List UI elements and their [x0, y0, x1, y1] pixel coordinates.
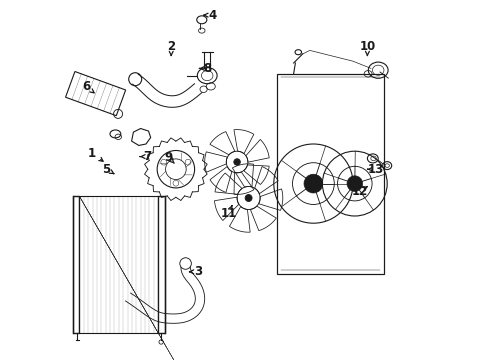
Bar	[277, 74, 384, 274]
Text: 6: 6	[82, 80, 90, 93]
Text: 1: 1	[88, 147, 96, 159]
Circle shape	[304, 174, 323, 193]
Text: 11: 11	[220, 207, 237, 220]
Text: 2: 2	[167, 40, 175, 53]
Circle shape	[245, 194, 252, 202]
Text: 10: 10	[359, 40, 375, 53]
Circle shape	[347, 176, 363, 192]
Bar	[73, 196, 79, 333]
Text: 5: 5	[102, 163, 111, 176]
Text: 4: 4	[208, 9, 217, 22]
Text: 3: 3	[194, 265, 202, 278]
Text: 12: 12	[352, 185, 368, 198]
Circle shape	[234, 159, 240, 165]
Text: 9: 9	[165, 151, 173, 164]
Text: 7: 7	[144, 150, 152, 163]
Bar	[158, 196, 165, 333]
Text: 13: 13	[367, 163, 384, 176]
Text: 8: 8	[203, 62, 211, 75]
